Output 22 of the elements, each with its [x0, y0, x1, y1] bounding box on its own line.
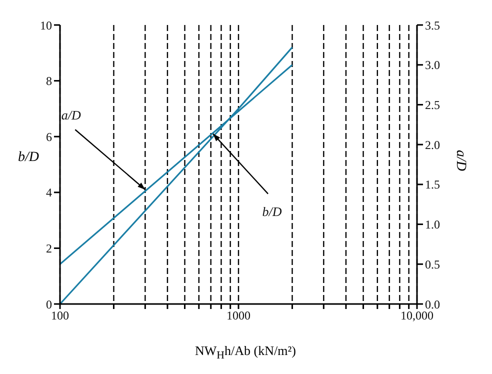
annotation: b/D — [262, 204, 282, 219]
x-axis-title: NW$_{H}$h/Ab (kN/m²) — [195, 343, 296, 362]
y-tick-label: 4 — [46, 186, 52, 200]
y2-axis-title: a/D — [452, 150, 468, 171]
y2-tick-label: 0.0 — [425, 297, 440, 312]
x-tick-label: 100 — [51, 308, 69, 323]
x-tick-label: 1000 — [226, 308, 250, 323]
annotation: a/D — [61, 108, 82, 123]
y-tick-label: 10 — [40, 18, 52, 32]
x-tick-label: 10,000 — [400, 308, 434, 323]
y2-tick-label: 3.0 — [425, 58, 440, 72]
y2-tick-label: 1.5 — [425, 178, 440, 192]
y2-tick-label: 1.0 — [425, 218, 440, 232]
y-tick-label: 0 — [46, 297, 52, 312]
y-tick-label: 2 — [46, 241, 52, 256]
y2-tick-label: 0.5 — [425, 257, 440, 272]
y-tick-label: 6 — [46, 130, 52, 144]
y-axis-title: b/D — [18, 150, 39, 166]
y2-tick-label: 2.5 — [425, 98, 440, 112]
y2-tick-label: 3.5 — [425, 18, 440, 32]
y-tick-label: 8 — [46, 74, 52, 88]
y2-tick-label: 2.0 — [425, 138, 440, 152]
